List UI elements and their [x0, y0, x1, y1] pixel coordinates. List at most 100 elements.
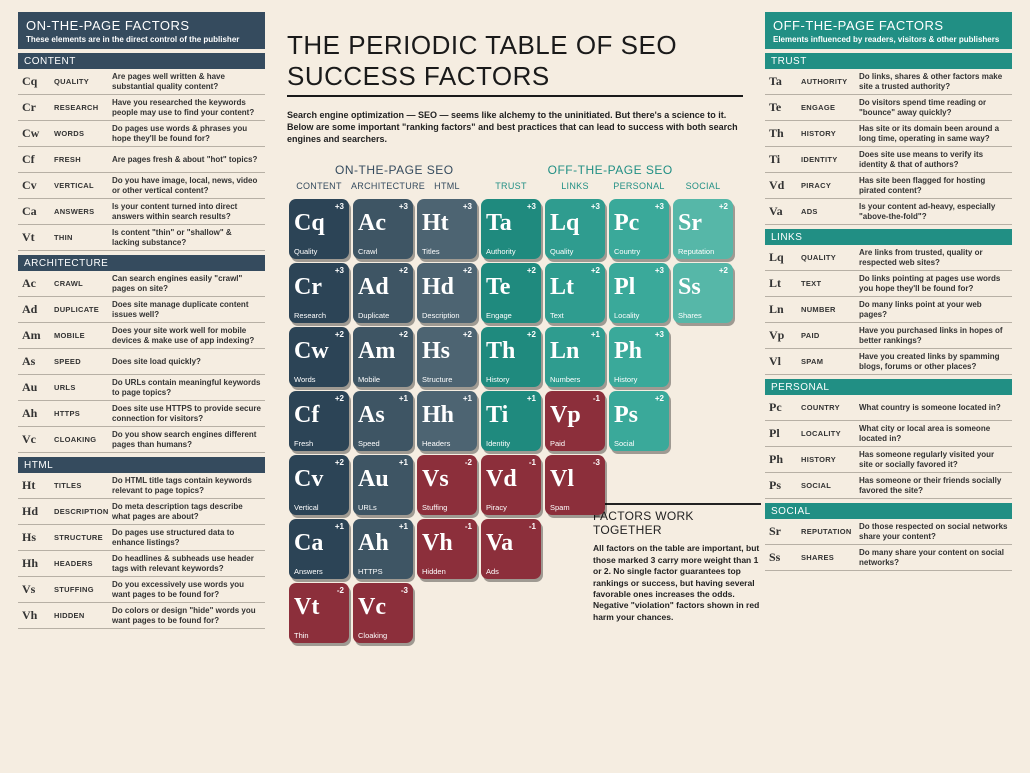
factor-symbol: Ad	[22, 302, 48, 317]
tile-label: URLs	[358, 503, 408, 512]
left-panel: ON-THE-PAGE FACTORS These elements are i…	[18, 12, 265, 761]
tile-cr: +3CrResearch	[289, 263, 349, 323]
factor-symbol: Pc	[769, 400, 795, 415]
factor-symbol: Hd	[22, 504, 48, 519]
factor-row: CvVERTICALDo you have image, local, news…	[18, 173, 265, 199]
tile-va: -1VaAds	[481, 519, 541, 579]
tile-label: Authority	[486, 247, 536, 256]
tile-label: Social	[614, 439, 664, 448]
factor-desc: Has someone or their friends socially fa…	[859, 476, 1008, 494]
tile-score: +3	[655, 202, 664, 211]
factor-symbol: Ca	[22, 204, 48, 219]
tile-score: +2	[719, 266, 728, 275]
tile-label: Words	[294, 375, 344, 384]
factor-desc: Do pages use structured data to enhance …	[112, 528, 261, 546]
tile-label: Answers	[294, 567, 344, 576]
tile-score: -1	[529, 522, 536, 531]
tile-ph: +3PhHistory	[609, 327, 669, 387]
tile-ti: +1TiIdentity	[481, 391, 541, 451]
tile-score: +3	[655, 330, 664, 339]
tile-symbol: Ps	[614, 403, 664, 427]
factor-name: ADS	[801, 207, 853, 216]
factor-desc: Has site or its domain been around a lon…	[859, 124, 1008, 142]
tile-label: Vertical	[294, 503, 344, 512]
factor-symbol: Ta	[769, 74, 795, 89]
factor-name: HTTPS	[54, 409, 106, 418]
tile-symbol: Cw	[294, 339, 344, 363]
tile-ss: +2SsShares	[673, 263, 733, 323]
tile-label: Research	[294, 311, 344, 320]
factor-desc: Have you created links by spamming blogs…	[859, 352, 1008, 370]
tile-symbol: Pc	[614, 211, 664, 235]
tile-symbol: Ah	[358, 531, 408, 555]
column-label: SOCIAL	[671, 181, 735, 191]
left-panel-subtitle: These elements are in the direct control…	[26, 35, 257, 44]
tile-score: +1	[463, 394, 472, 403]
factor-symbol: Au	[22, 380, 48, 395]
tile-label: Identity	[486, 439, 536, 448]
factor-symbol: Ln	[769, 302, 795, 317]
tile-score: +1	[399, 458, 408, 467]
factor-row: CaANSWERSIs your content turned into dir…	[18, 199, 265, 225]
factor-name: SHARES	[801, 553, 853, 562]
tile-th: +2ThHistory	[481, 327, 541, 387]
tile-symbol: Vt	[294, 595, 344, 619]
factor-desc: What city or local area is someone locat…	[859, 424, 1008, 442]
tile-score: -1	[465, 522, 472, 531]
tile-vt: -2Vt Thin	[289, 583, 349, 643]
tile-symbol: Sr	[678, 211, 728, 235]
tile-symbol: Va	[486, 531, 536, 555]
factor-row: AuURLSDo URLs contain meaningful keyword…	[18, 375, 265, 401]
factor-row: PhHISTORYHas someone regularly visited y…	[765, 447, 1012, 473]
factor-row: HtTITLESDo HTML title tags contain keywo…	[18, 473, 265, 499]
column-labels: CONTENTARCHITECTUREHTMLTRUSTLINKSPERSONA…	[287, 181, 743, 191]
tile-vs: -2VsStuffing	[417, 455, 477, 515]
tile-ah: +1AhHTTPS	[353, 519, 413, 579]
tile-symbol: Ph	[614, 339, 664, 363]
factor-desc: Does site manage duplicate content issue…	[112, 300, 261, 318]
tile-symbol: Lq	[550, 211, 600, 235]
tile-score: +3	[335, 202, 344, 211]
tile-score: -2	[337, 586, 344, 595]
column-label: TRUST	[479, 181, 543, 191]
tile-symbol: Ta	[486, 211, 536, 235]
tile-label: Country	[614, 247, 664, 256]
factor-row: CwWORDSDo pages use words & phrases you …	[18, 121, 265, 147]
factor-symbol: Vl	[769, 354, 795, 369]
factor-desc: Are links from trusted, quality or respe…	[859, 248, 1008, 266]
factor-desc: Have you researched the keywords people …	[112, 98, 261, 116]
factor-symbol: Te	[769, 100, 795, 115]
factor-name: IDENTITY	[801, 155, 853, 164]
tile-as: +1AsSpeed	[353, 391, 413, 451]
tile-label: Hidden	[422, 567, 472, 576]
factor-desc: Is content "thin" or "shallow" & lacking…	[112, 228, 261, 246]
tile-label: History	[486, 375, 536, 384]
tile-score: +2	[591, 266, 600, 275]
tile-score: -1	[593, 394, 600, 403]
tile-symbol: Cf	[294, 403, 344, 427]
right-panel-header: OFF-THE-PAGE FACTORS Elements influenced…	[765, 12, 1012, 49]
tile-symbol: Ca	[294, 531, 344, 555]
tile-lq: +3LqQuality	[545, 199, 605, 259]
factor-symbol: Am	[22, 328, 48, 343]
tile-symbol: Lt	[550, 275, 600, 299]
tile-score: +3	[335, 266, 344, 275]
tile-cw: +2CwWords	[289, 327, 349, 387]
tile-label: Engage	[486, 311, 536, 320]
tile-te: +2TeEngage	[481, 263, 541, 323]
factor-desc: Is your content turned into direct answe…	[112, 202, 261, 220]
factor-symbol: Cq	[22, 74, 48, 89]
factor-desc: Does site load quickly?	[112, 357, 261, 366]
factor-row: CfFRESHAre pages fresh & about "hot" top…	[18, 147, 265, 173]
factor-symbol: Sr	[769, 524, 795, 539]
tile-symbol: Hh	[422, 403, 472, 427]
factor-symbol: Ph	[769, 452, 795, 467]
tile-label: Thin	[294, 631, 344, 640]
factor-name: QUALITY	[801, 253, 853, 262]
column-label: LINKS	[543, 181, 607, 191]
factor-row: HhHEADERSDo headlines & subheads use hea…	[18, 551, 265, 577]
factor-row: SsSHARESDo many share your content on so…	[765, 545, 1012, 571]
tile-score: +3	[655, 266, 664, 275]
tile-score: -3	[593, 458, 600, 467]
factor-symbol: Ac	[22, 276, 48, 291]
